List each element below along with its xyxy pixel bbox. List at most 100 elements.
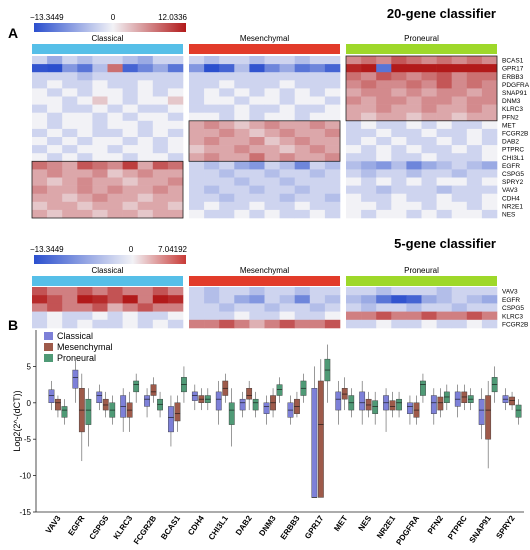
heatmap-cell: [406, 72, 422, 81]
heatmap-cell: [189, 72, 205, 81]
heatmap-cell: [204, 128, 220, 138]
heatmap-cell: [421, 137, 437, 146]
heatmap-cell: [219, 56, 235, 65]
heatmap-cell: [451, 145, 468, 154]
heatmap-cell: [391, 88, 407, 97]
heatmap-cell: [62, 88, 78, 97]
heatmap-cell: [107, 72, 123, 81]
heatmap-cell: [406, 177, 422, 186]
heatmap-cell: [234, 209, 250, 219]
heatmap-cell: [264, 137, 280, 146]
heatmap-cell: [346, 56, 362, 65]
heatmap-cell: [92, 295, 108, 304]
heatmap-cell: [122, 112, 138, 122]
gene-label-vav3: VAV3: [502, 289, 518, 296]
heatmap-cell: [406, 56, 422, 65]
heatmap-cell: [264, 295, 280, 304]
heatmap-cell: [376, 161, 392, 170]
group-bar-mesenchymal: [189, 276, 340, 286]
heatmap-cell: [122, 295, 138, 304]
heatmap-cell: [421, 169, 437, 178]
heatmap-cell: [376, 177, 392, 186]
heatmap-cell: [107, 161, 123, 170]
heatmap-cell: [204, 161, 220, 170]
heatmap-cell: [406, 169, 422, 178]
heatmap-cell: [309, 145, 326, 154]
heatmap-cell: [279, 303, 295, 312]
heatmap-cell: [62, 80, 78, 89]
heatmap-cell: [309, 88, 326, 97]
heatmap-cell: [294, 193, 311, 203]
heatmap-cell: [137, 193, 154, 203]
heatmap-cell: [279, 72, 295, 81]
heatmap-cell: [107, 56, 123, 65]
heatmap-cell: [294, 161, 311, 170]
heatmap-cell: [189, 177, 205, 186]
heatmap-cell: [32, 319, 48, 329]
heatmap-cell: [219, 161, 235, 170]
heatmap-cell: [92, 112, 108, 122]
heatmap-cell: [137, 201, 154, 211]
heatmap-cell: [279, 295, 295, 304]
heatmap-cell: [406, 303, 422, 312]
heatmap-cell: [92, 145, 108, 154]
gene-label-snap91: SNAP91: [502, 90, 527, 97]
box-body: [276, 384, 283, 396]
heatmap-cell: [361, 80, 377, 89]
heatmap-cell: [346, 185, 362, 194]
heatmap-cell: [219, 201, 235, 211]
heatmap-cell: [62, 145, 78, 154]
heatmap-cell: [279, 120, 295, 130]
heatmap-cell: [234, 319, 250, 329]
heatmap-cell: [481, 209, 498, 219]
heatmap-cell: [219, 287, 235, 296]
heatmap-cell: [219, 303, 235, 312]
heatmap-cell: [309, 201, 326, 211]
heatmap-cell: [294, 112, 311, 122]
heatmap-cell: [204, 209, 220, 219]
heatmap-cell: [324, 88, 341, 97]
gene-label-nes: NES: [502, 212, 516, 219]
heatmap-cell: [77, 80, 93, 89]
heatmap-cell: [391, 209, 407, 219]
heatmap-cell: [451, 169, 468, 178]
heatmap-cell: [32, 96, 48, 105]
y-axis-label: Log2(2^-(dCT)): [12, 390, 22, 451]
heatmap-cell: [294, 137, 311, 146]
box-body: [228, 402, 235, 425]
heatmap-cell: [189, 112, 205, 122]
heatmap-cell: [436, 153, 452, 162]
heatmap-cell: [309, 177, 326, 186]
heatmap-cell: [107, 209, 123, 219]
heatmap-cell: [361, 137, 377, 146]
x-tick-label-bcas1: BCAS1: [159, 514, 182, 542]
box-body: [174, 402, 181, 422]
heatmap-cell: [294, 287, 311, 296]
box-body: [144, 395, 150, 407]
heatmap-cell: [152, 80, 169, 89]
heatmap-cell: [204, 88, 220, 97]
heatmap-cell: [137, 56, 154, 65]
heatmap-cell: [451, 303, 468, 312]
heatmap-cell: [361, 303, 377, 312]
heatmap-cell: [189, 96, 205, 105]
heatmap-cell: [324, 137, 341, 146]
heatmap-cell: [391, 64, 407, 73]
heatmap-cell: [436, 311, 452, 321]
heatmap-cell: [249, 112, 265, 122]
heatmap-cell: [309, 72, 326, 81]
heatmap-cell: [361, 295, 377, 304]
heatmap-cell: [466, 128, 483, 138]
heatmap-cell: [219, 120, 235, 130]
heatmap-cell: [406, 209, 422, 219]
gene-label-klrc3: KLRC3: [502, 313, 523, 320]
heatmap-cell: [391, 185, 407, 194]
color-scale-20: −13.3449 0 12.0336: [30, 13, 188, 32]
box-body: [133, 380, 140, 393]
heatmap-cell: [219, 295, 235, 304]
heatmap-cell: [77, 96, 93, 105]
heatmap-cell: [406, 128, 422, 138]
x-tick-label-cdh4: CDH4: [186, 514, 206, 537]
heatmap-cell: [32, 64, 48, 73]
heatmap-cell: [324, 185, 341, 194]
